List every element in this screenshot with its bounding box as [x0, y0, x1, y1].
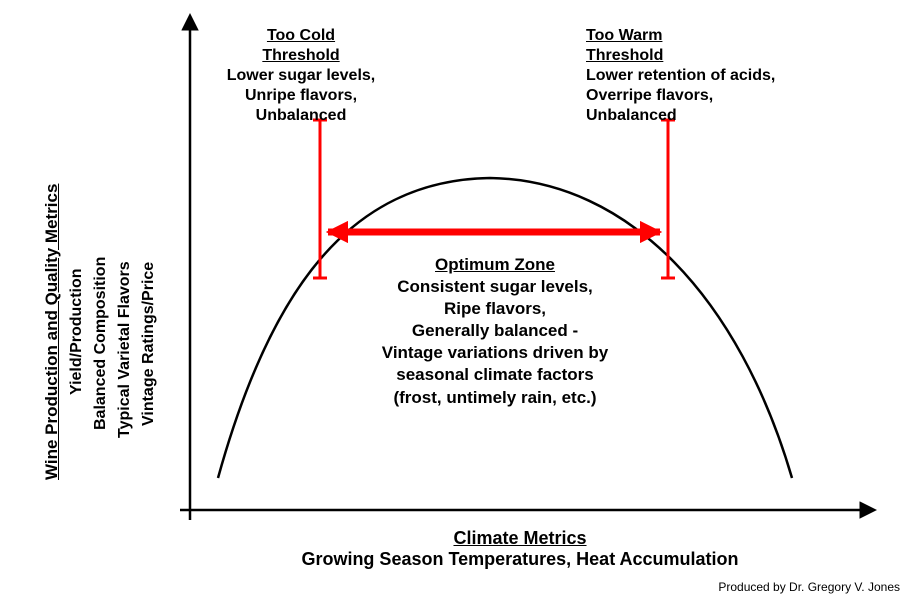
- y-axis-sub-4-wrap: Vintage Ratings/Price: [140, 262, 158, 426]
- diagram-root: Wine Production and Quality Metrics Yiel…: [0, 0, 912, 600]
- too-warm-heading2: Threshold: [586, 46, 886, 66]
- too-cold-heading: Too Cold: [186, 26, 416, 46]
- too-cold-line-2: Unripe flavors,: [186, 86, 416, 106]
- y-axis-sub-3-wrap: Typical Varietal Flavors: [116, 261, 134, 438]
- optimum-line-3: Generally balanced -: [310, 320, 680, 342]
- too-warm-line-3: Unbalanced: [586, 106, 886, 126]
- optimum-line-2: Ripe flavors,: [310, 298, 680, 320]
- too-warm-heading: Too Warm: [586, 26, 886, 46]
- optimum-line-5: seasonal climate factors: [310, 364, 680, 386]
- y-axis-sub-2-wrap: Balanced Composition: [92, 257, 110, 430]
- y-axis-sub-1: Yield/Production: [68, 268, 86, 395]
- too-warm-line-2: Overripe flavors,: [586, 86, 886, 106]
- too-warm-line-1: Lower retention of acids,: [586, 66, 886, 86]
- too-warm-block: Too Warm Threshold Lower retention of ac…: [586, 26, 886, 126]
- y-axis-sub-4: Vintage Ratings/Price: [140, 262, 158, 426]
- optimum-line-6: (frost, untimely rain, etc.): [310, 387, 680, 409]
- too-cold-block: Too Cold Threshold Lower sugar levels, U…: [186, 26, 416, 126]
- y-axis-sub-1-wrap: Yield/Production: [68, 268, 86, 395]
- optimum-line-4: Vintage variations driven by: [310, 342, 680, 364]
- x-axis-label-group: Climate Metrics Growing Season Temperatu…: [200, 528, 840, 570]
- too-cold-heading2: Threshold: [186, 46, 416, 66]
- optimum-block: Optimum Zone Consistent sugar levels, Ri…: [310, 254, 680, 409]
- x-axis-title: Climate Metrics: [200, 528, 840, 549]
- y-axis-title: Wine Production and Quality Metrics: [42, 184, 62, 480]
- x-axis-sub: Growing Season Temperatures, Heat Accumu…: [200, 549, 840, 570]
- credit-line: Produced by Dr. Gregory V. Jones: [718, 580, 900, 594]
- y-axis-sub-3: Typical Varietal Flavors: [116, 261, 134, 438]
- too-cold-line-3: Unbalanced: [186, 106, 416, 126]
- too-cold-line-1: Lower sugar levels,: [186, 66, 416, 86]
- y-axis-label-group: Wine Production and Quality Metrics: [42, 184, 62, 480]
- optimum-heading: Optimum Zone: [310, 254, 680, 276]
- y-axis-sub-2: Balanced Composition: [92, 257, 110, 430]
- optimum-line-1: Consistent sugar levels,: [310, 276, 680, 298]
